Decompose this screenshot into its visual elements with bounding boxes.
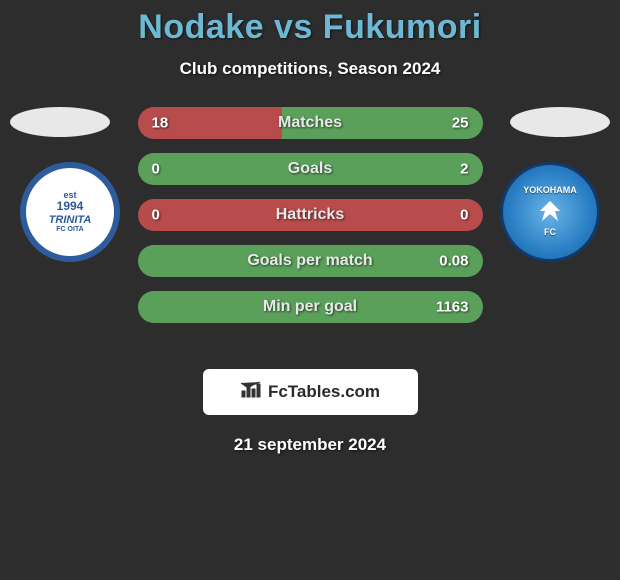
subtitle: Club competitions, Season 2024 [0,59,620,79]
stat-value-left: 18 [152,115,169,132]
brand-text: FcTables.com [268,382,380,402]
stat-row: Min per goal 1163 [138,291,483,323]
stat-label: Hattricks [276,206,344,224]
date-text: 21 september 2024 [0,435,620,455]
stat-row: 0 Hattricks 0 [138,199,483,231]
stat-value-right: 1163 [436,299,469,316]
stats-list: 18 Matches 25 0 Goals 2 0 Hattricks 0 Goals per m… [138,107,483,323]
right-crest-text: YOKOHAMA FC [523,186,577,239]
stat-value-left: 0 [152,207,160,224]
stat-label: Min per goal [263,298,357,316]
crest-line: FC [523,228,577,238]
stat-label: Goals per match [247,252,372,270]
crest-line: FC OITA [49,226,92,234]
stat-value-right: 2 [460,161,468,178]
stat-value-right: 0 [460,207,468,224]
stat-row: Goals per match 0.08 [138,245,483,277]
stat-value-right: 0.08 [439,253,468,270]
left-player-oval [10,107,110,137]
chart-icon [240,381,262,404]
left-crest-text: est 1994 TRINITA FC OITA [49,191,92,234]
crest-line: YOKOHAMA [523,186,577,196]
page-container: Nodake vs Fukumori Club competitions, Se… [0,0,620,455]
stat-value-right: 25 [452,115,469,132]
crest-line: 1994 [49,200,92,213]
stat-label: Goals [288,160,332,178]
stat-row: 0 Goals 2 [138,153,483,185]
crest-line: TRINITA [49,214,92,226]
right-player-oval [510,107,610,137]
stat-value-left: 0 [152,161,160,178]
stat-label: Matches [278,114,342,132]
right-team-crest: YOKOHAMA FC [500,162,600,262]
bird-icon [530,196,570,226]
brand-logo: FcTables.com [203,369,418,415]
stat-row: 18 Matches 25 [138,107,483,139]
left-team-crest: est 1994 TRINITA FC OITA [20,162,120,262]
page-title: Nodake vs Fukumori [0,8,620,47]
comparison-area: est 1994 TRINITA FC OITA YOKOHAMA FC 18 M… [0,107,620,347]
